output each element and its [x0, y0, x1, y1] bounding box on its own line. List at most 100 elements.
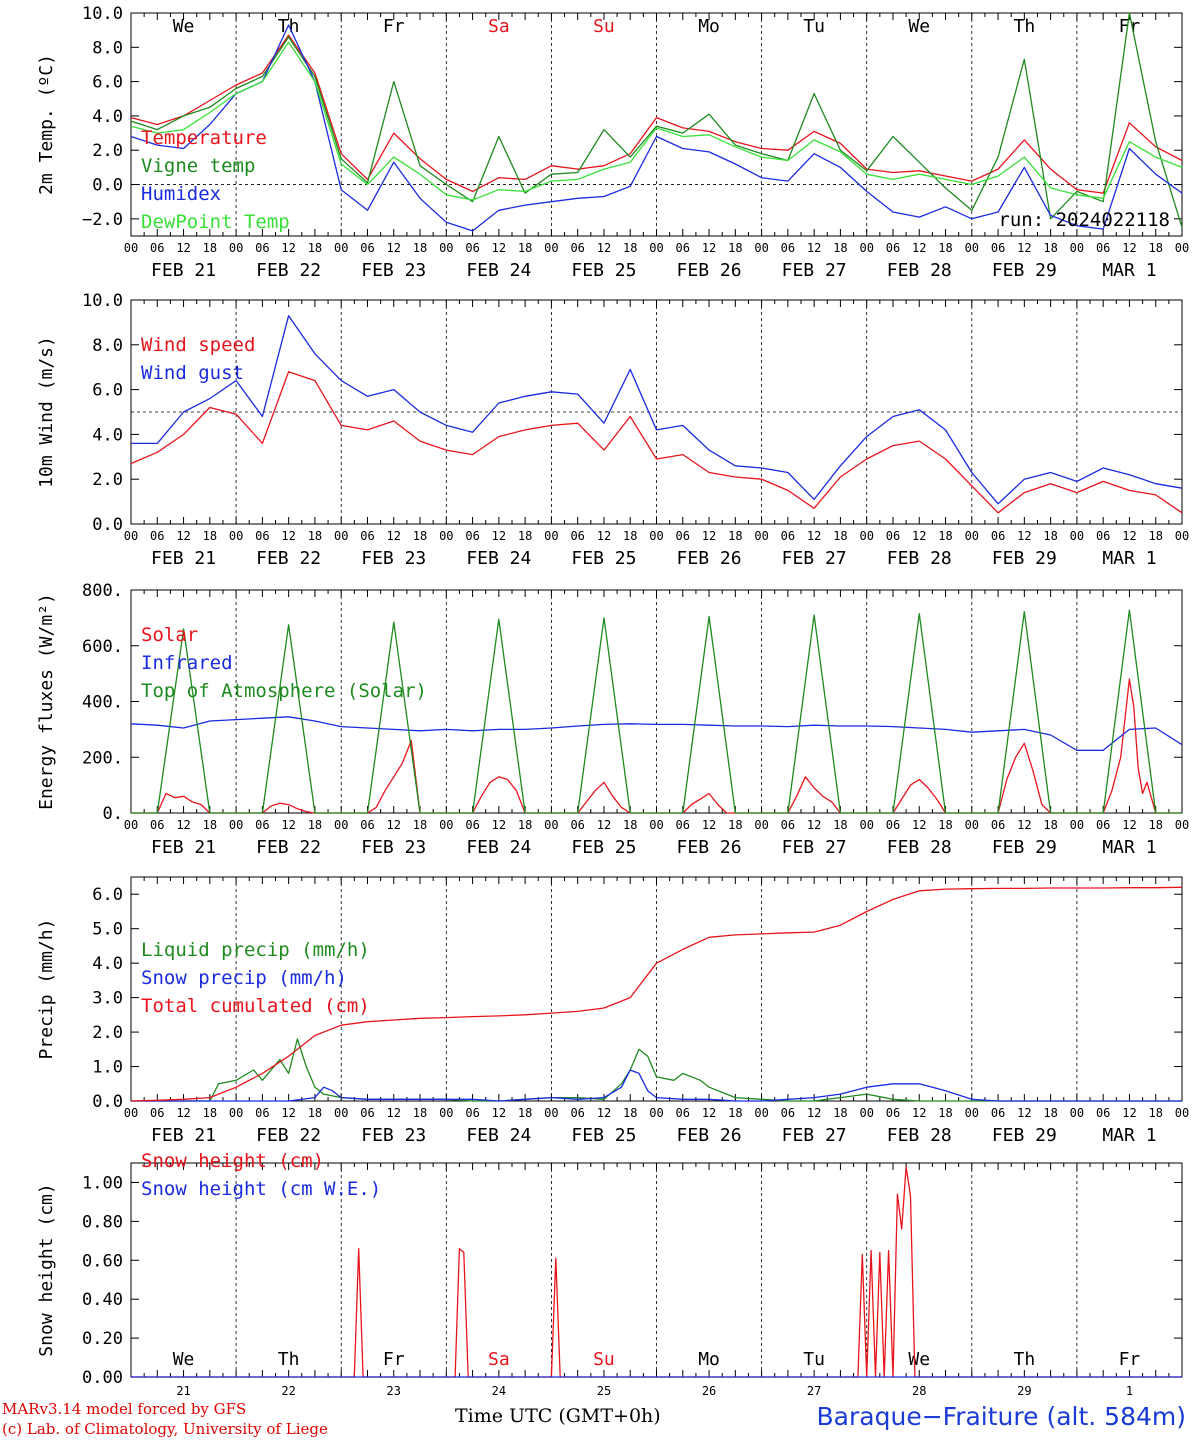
- hour-tick-label: 00: [334, 529, 348, 543]
- y-tick-label: 0.40: [82, 1290, 123, 1310]
- hour-tick-label: 06: [886, 1106, 900, 1120]
- hour-tick-label: 00: [1070, 529, 1084, 543]
- date-label: FEB 26: [677, 548, 742, 569]
- y-tick-label: 2.0: [92, 141, 123, 161]
- date-label: FEB 22: [256, 837, 321, 858]
- hour-tick-label: 00: [439, 529, 453, 543]
- y-axis-label: Energy fluxes (W/m²): [36, 593, 57, 810]
- hour-tick-label: 12: [597, 1106, 611, 1120]
- y-tick-label: 10.0: [82, 291, 123, 311]
- y-tick-label: 0.80: [82, 1212, 123, 1232]
- hour-tick-label: 06: [991, 529, 1005, 543]
- weekday-label: Tu: [803, 16, 825, 37]
- legend-entry: Temperature: [141, 127, 267, 149]
- series-line: [130, 886, 1183, 1102]
- hour-tick-label: 06: [781, 1106, 795, 1120]
- hour-tick-label: 06: [465, 1106, 479, 1120]
- legend-entry: Liquid precip (mm/h): [141, 939, 370, 961]
- weekday-label: We: [908, 16, 930, 37]
- date-label: FEB 23: [361, 548, 426, 569]
- hour-tick-label: 00: [649, 241, 663, 255]
- legend-entry: Top of Atmosphere (Solar): [141, 680, 427, 702]
- hour-tick-label: 12: [702, 241, 716, 255]
- hour-tick-label: 18: [728, 529, 742, 543]
- date-label: FEB 24: [466, 548, 531, 569]
- date-label: FEB 22: [256, 260, 321, 281]
- series-line: [130, 371, 1183, 514]
- legend-entry: Solar: [141, 624, 198, 646]
- hour-tick-label: 18: [518, 529, 532, 543]
- weekday-label: Tu: [803, 1349, 825, 1370]
- date-label: FEB 25: [571, 260, 636, 281]
- y-tick-label: 800.: [82, 581, 123, 601]
- date-label: FEB 21: [151, 260, 216, 281]
- hour-tick-label: 06: [886, 529, 900, 543]
- hour-tick-label: 12: [1122, 529, 1136, 543]
- hour-tick-label: 12: [176, 818, 190, 832]
- hour-tick-label: 12: [387, 529, 401, 543]
- legend-entry: Humidex: [141, 183, 221, 205]
- hour-tick-label: 00: [439, 241, 453, 255]
- y-tick-label: 0.60: [82, 1251, 123, 1271]
- hour-tick-label: 18: [518, 1106, 532, 1120]
- hour-tick-label: 00: [124, 1106, 138, 1120]
- hour-tick-label: 06: [886, 818, 900, 832]
- legend-entry: Vigne temp: [141, 155, 255, 177]
- hour-tick-label: 06: [360, 818, 374, 832]
- hour-tick-label: 06: [781, 818, 795, 832]
- series-line: [130, 716, 1183, 751]
- hour-tick-label: 00: [754, 241, 768, 255]
- hour-tick-label: 18: [623, 529, 637, 543]
- legend-entry: Snow precip (mm/h): [141, 967, 347, 989]
- hour-tick-label: 06: [465, 241, 479, 255]
- series-line: [131, 1069, 1182, 1102]
- hour-tick-label: 12: [807, 818, 821, 832]
- hour-tick-label: 12: [1017, 529, 1031, 543]
- weekday-label: Fr: [1119, 16, 1141, 37]
- hour-tick-label: 12: [807, 1106, 821, 1120]
- hour-tick-label: 00: [544, 529, 558, 543]
- legend-entry: DewPoint Temp: [141, 211, 290, 233]
- date-label: FEB 25: [571, 548, 636, 569]
- hour-tick-label: 18: [833, 241, 847, 255]
- hour-tick-label: 06: [676, 241, 690, 255]
- day-number-label: 1: [1126, 1384, 1133, 1398]
- date-label: FEB 21: [151, 1125, 216, 1146]
- hour-tick-label: 00: [544, 1106, 558, 1120]
- date-label: FEB 27: [782, 260, 847, 281]
- hour-tick-label: 06: [991, 818, 1005, 832]
- date-label: FEB 26: [677, 1125, 742, 1146]
- y-axis-label: 10m Wind (m/s): [36, 336, 57, 488]
- y-tick-label: 0.0: [92, 1092, 123, 1112]
- hour-tick-label: 06: [465, 818, 479, 832]
- date-label: FEB 24: [466, 1125, 531, 1146]
- y-tick-label: 3.0: [92, 989, 123, 1009]
- hour-tick-label: 18: [308, 1106, 322, 1120]
- hour-tick-label: 12: [1122, 818, 1136, 832]
- hour-tick-label: 00: [1175, 1106, 1189, 1120]
- hour-tick-label: 00: [124, 241, 138, 255]
- hour-tick-label: 06: [150, 1106, 164, 1120]
- hour-tick-label: 06: [1096, 241, 1110, 255]
- hour-tick-label: 00: [229, 1106, 243, 1120]
- hour-tick-label: 00: [229, 818, 243, 832]
- hour-tick-label: 12: [1122, 1106, 1136, 1120]
- date-label: FEB 29: [992, 260, 1057, 281]
- weekday-label: We: [173, 16, 195, 37]
- hour-tick-label: 00: [859, 529, 873, 543]
- hour-tick-label: 06: [676, 818, 690, 832]
- hour-tick-label: 00: [965, 529, 979, 543]
- y-tick-label: 8.0: [92, 336, 123, 356]
- hour-tick-label: 12: [1017, 241, 1031, 255]
- hour-tick-label: 00: [439, 1106, 453, 1120]
- hour-tick-label: 12: [281, 818, 295, 832]
- y-axis-label: Precip (mm/h): [36, 919, 57, 1060]
- day-number-label: 21: [176, 1384, 190, 1398]
- hour-tick-label: 12: [387, 1106, 401, 1120]
- time-axis-label: Time UTC (GMT+0h): [455, 1405, 661, 1427]
- hour-tick-label: 06: [570, 818, 584, 832]
- y-tick-label: 200.: [82, 748, 123, 768]
- hour-tick-label: 06: [150, 241, 164, 255]
- day-number-label: 25: [597, 1384, 611, 1398]
- hour-tick-label: 18: [623, 241, 637, 255]
